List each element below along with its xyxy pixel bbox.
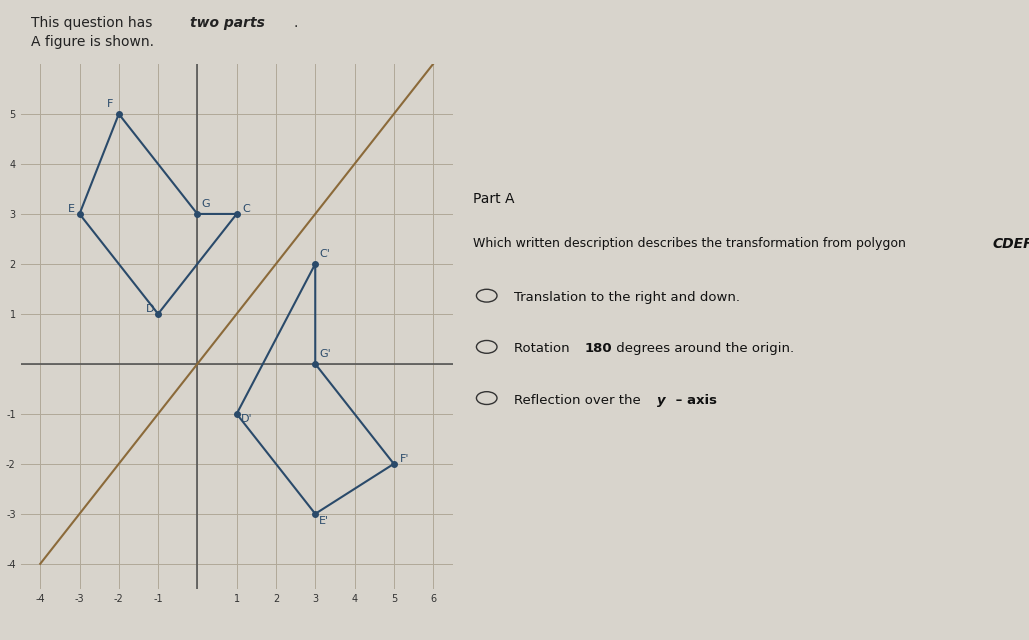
Text: A figure is shown.: A figure is shown. bbox=[31, 35, 154, 49]
Text: Translation to the right and down.: Translation to the right and down. bbox=[514, 291, 741, 304]
Text: degrees around the origin.: degrees around the origin. bbox=[612, 342, 794, 355]
Text: Which written description describes the transformation from polygon: Which written description describes the … bbox=[473, 237, 907, 250]
Text: C': C' bbox=[319, 249, 330, 259]
Text: 180: 180 bbox=[584, 342, 612, 355]
Text: CDEFG: CDEFG bbox=[993, 237, 1029, 251]
Text: F: F bbox=[107, 99, 113, 109]
Text: Rotation: Rotation bbox=[514, 342, 574, 355]
Text: y: y bbox=[657, 394, 665, 406]
Text: C: C bbox=[243, 204, 250, 214]
Text: E': E' bbox=[319, 516, 329, 526]
Text: Part A: Part A bbox=[473, 192, 514, 206]
Text: two parts: two parts bbox=[190, 16, 265, 30]
Text: E: E bbox=[68, 204, 75, 214]
Text: D': D' bbox=[241, 414, 252, 424]
Text: .: . bbox=[293, 16, 297, 30]
Text: G': G' bbox=[319, 349, 331, 359]
Text: D: D bbox=[146, 304, 154, 314]
Text: This question has: This question has bbox=[31, 16, 156, 30]
Text: Reflection over the: Reflection over the bbox=[514, 394, 645, 406]
Text: G: G bbox=[202, 199, 210, 209]
Text: – axis: – axis bbox=[671, 394, 717, 406]
Text: F': F' bbox=[399, 454, 410, 464]
